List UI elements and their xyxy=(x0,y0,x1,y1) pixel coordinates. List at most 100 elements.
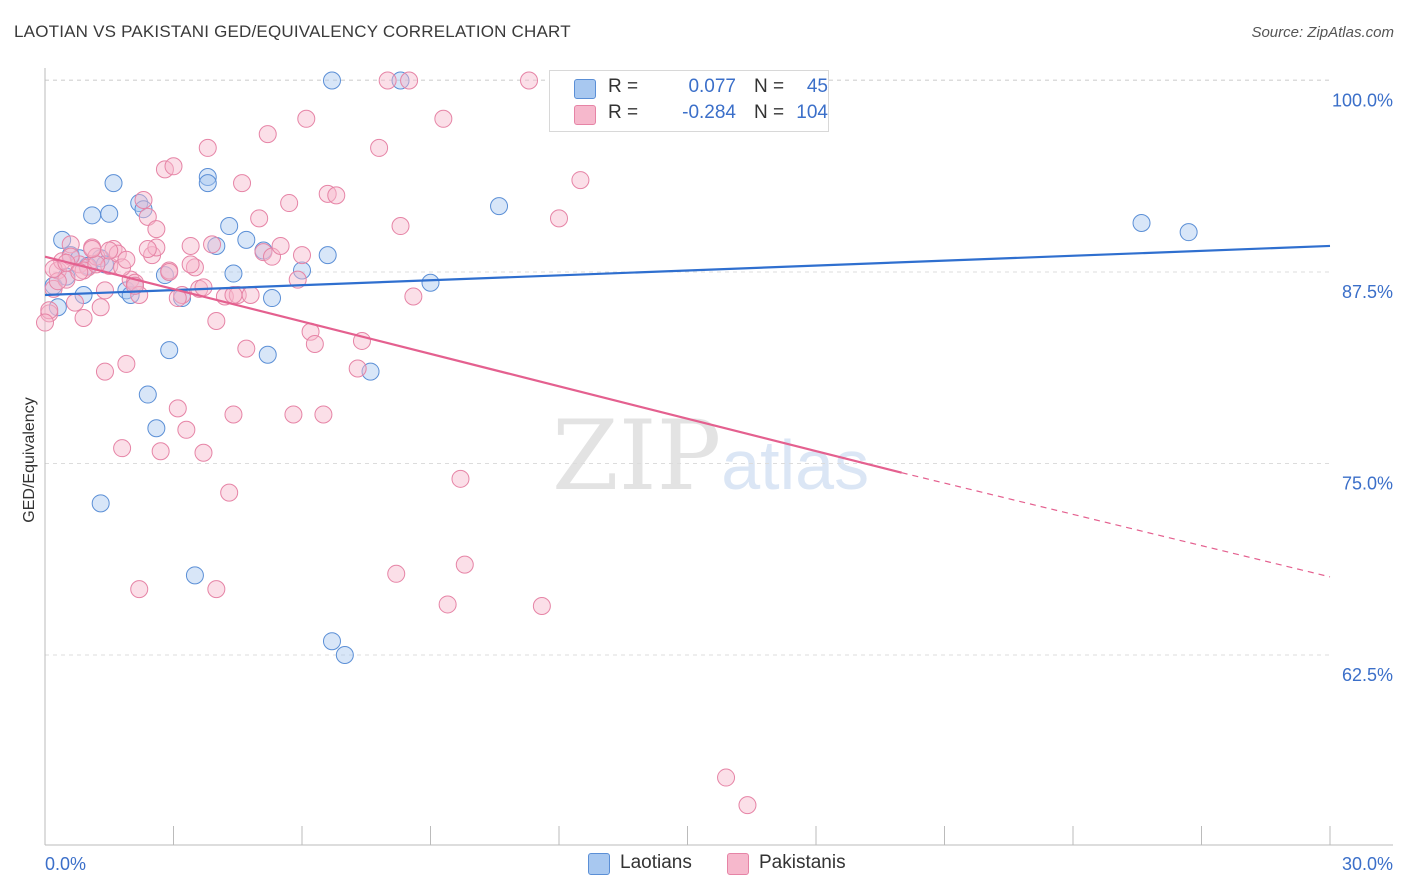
watermark: ZIPatlas xyxy=(552,400,869,512)
pakistani-point xyxy=(434,109,453,128)
laotian-point xyxy=(1132,213,1151,232)
laotians-n-value: 45 xyxy=(806,76,828,97)
pakistanis-trend-line xyxy=(44,255,902,474)
pakistani-point xyxy=(95,362,114,381)
pakistanis-trend-extension xyxy=(901,472,1331,578)
pakistanis-legend-label: Pakistanis xyxy=(759,852,846,873)
pakistani-point xyxy=(198,138,217,157)
pakistani-point xyxy=(134,190,153,209)
pakistani-point xyxy=(550,209,568,228)
pakistani-point xyxy=(228,285,247,304)
pakistani-point xyxy=(164,157,183,176)
laotian-point xyxy=(83,206,102,225)
pakistanis-points xyxy=(36,71,757,815)
pakistanis-r-label: R = xyxy=(608,102,639,123)
laotians-points xyxy=(44,71,1198,664)
pakistani-point xyxy=(130,580,149,599)
pakistani-point xyxy=(181,236,200,255)
pakistani-point xyxy=(327,186,346,205)
pakistani-point xyxy=(391,217,410,236)
watermark-zip: ZIP xyxy=(552,400,722,512)
laotian-point xyxy=(220,217,239,236)
laotians-legend-swatch xyxy=(588,853,610,875)
laotian-point xyxy=(490,197,509,216)
pakistani-point xyxy=(532,596,551,615)
pakistani-point xyxy=(36,313,54,332)
pakistani-point xyxy=(280,194,299,213)
laotian-point xyxy=(322,71,341,90)
laotians-r-label: R = xyxy=(608,76,639,97)
x-tick-label-max: 30.0% xyxy=(1342,854,1393,874)
pakistani-point xyxy=(571,171,590,190)
pakistani-point xyxy=(404,287,423,306)
pakistani-point xyxy=(151,442,170,461)
pakistani-point xyxy=(168,399,187,418)
pakistani-point xyxy=(95,281,114,300)
pakistanis-legend-swatch xyxy=(727,853,749,875)
laotian-point xyxy=(104,174,123,193)
pakistani-point xyxy=(297,109,316,128)
laotian-point xyxy=(138,385,157,404)
pakistani-point xyxy=(254,243,273,262)
laotian-point xyxy=(322,632,341,651)
pakistani-point xyxy=(258,125,277,144)
laotians-r-value: 0.077 xyxy=(688,76,736,97)
pakistani-point xyxy=(91,298,110,317)
tick-labels: 62.5% 75.0% 87.5% 100.0% 0.0% 30.0% xyxy=(45,91,1393,875)
pakistani-point xyxy=(224,405,243,424)
pakistanis-n-value: 104 xyxy=(796,102,828,123)
pakistani-point xyxy=(65,293,84,312)
laotian-point xyxy=(421,273,440,292)
laotian-point xyxy=(263,289,282,308)
pakistani-point xyxy=(378,71,397,90)
trend-lines xyxy=(44,244,1331,578)
pakistani-point xyxy=(451,469,470,488)
pakistani-point xyxy=(70,263,89,281)
pakistanis-n-label: N = xyxy=(754,102,785,123)
laotian-point xyxy=(160,341,179,360)
pakistani-point xyxy=(138,207,157,226)
pakistani-point xyxy=(717,768,736,787)
pakistani-point xyxy=(113,439,132,458)
pakistani-point xyxy=(207,312,226,331)
pakistani-point xyxy=(160,263,179,281)
pakistani-point xyxy=(520,71,539,90)
chart-title: LAOTIAN VS PAKISTANI GED/EQUIVALENCY COR… xyxy=(14,22,571,41)
laotian-point xyxy=(100,204,119,223)
y-tick-label: 87.5% xyxy=(1342,282,1393,302)
pakistani-point xyxy=(271,236,290,255)
laotian-point xyxy=(335,646,354,664)
grid-lines xyxy=(45,79,1330,656)
pakistani-point xyxy=(293,246,311,265)
laotian-point xyxy=(237,230,256,249)
y-tick-label: 100.0% xyxy=(1332,91,1393,111)
pakistani-point xyxy=(455,555,474,574)
laotian-point xyxy=(91,494,110,513)
pakistani-point xyxy=(314,405,333,424)
pakistani-point xyxy=(117,354,136,373)
pakistani-point xyxy=(61,235,80,254)
pakistani-point xyxy=(207,580,226,599)
laotians-trend-line xyxy=(44,244,1331,297)
laotian-point xyxy=(198,168,217,187)
laotians-swatch xyxy=(574,79,596,99)
axes xyxy=(44,68,1393,846)
pakistani-point xyxy=(74,308,93,327)
pakistani-point xyxy=(237,339,256,358)
laotian-point xyxy=(293,261,311,280)
pakistani-point xyxy=(241,285,260,304)
pakistani-point xyxy=(194,278,213,297)
pakistani-point xyxy=(233,174,252,193)
pakistani-point xyxy=(387,564,406,583)
laotian-point xyxy=(185,566,204,585)
pakistani-point xyxy=(305,335,324,354)
pakistani-point xyxy=(438,595,457,614)
pakistani-point xyxy=(138,240,157,259)
laotian-point xyxy=(198,174,217,193)
laotians-legend-label: Laotians xyxy=(620,852,692,873)
y-tick-label: 62.5% xyxy=(1342,665,1393,685)
pakistani-point xyxy=(117,250,136,269)
pakistani-point xyxy=(181,255,200,274)
laotian-point xyxy=(258,345,277,364)
correlation-legend: R = 0.077 N = 45 R = -0.284 N = 104 xyxy=(549,70,829,132)
